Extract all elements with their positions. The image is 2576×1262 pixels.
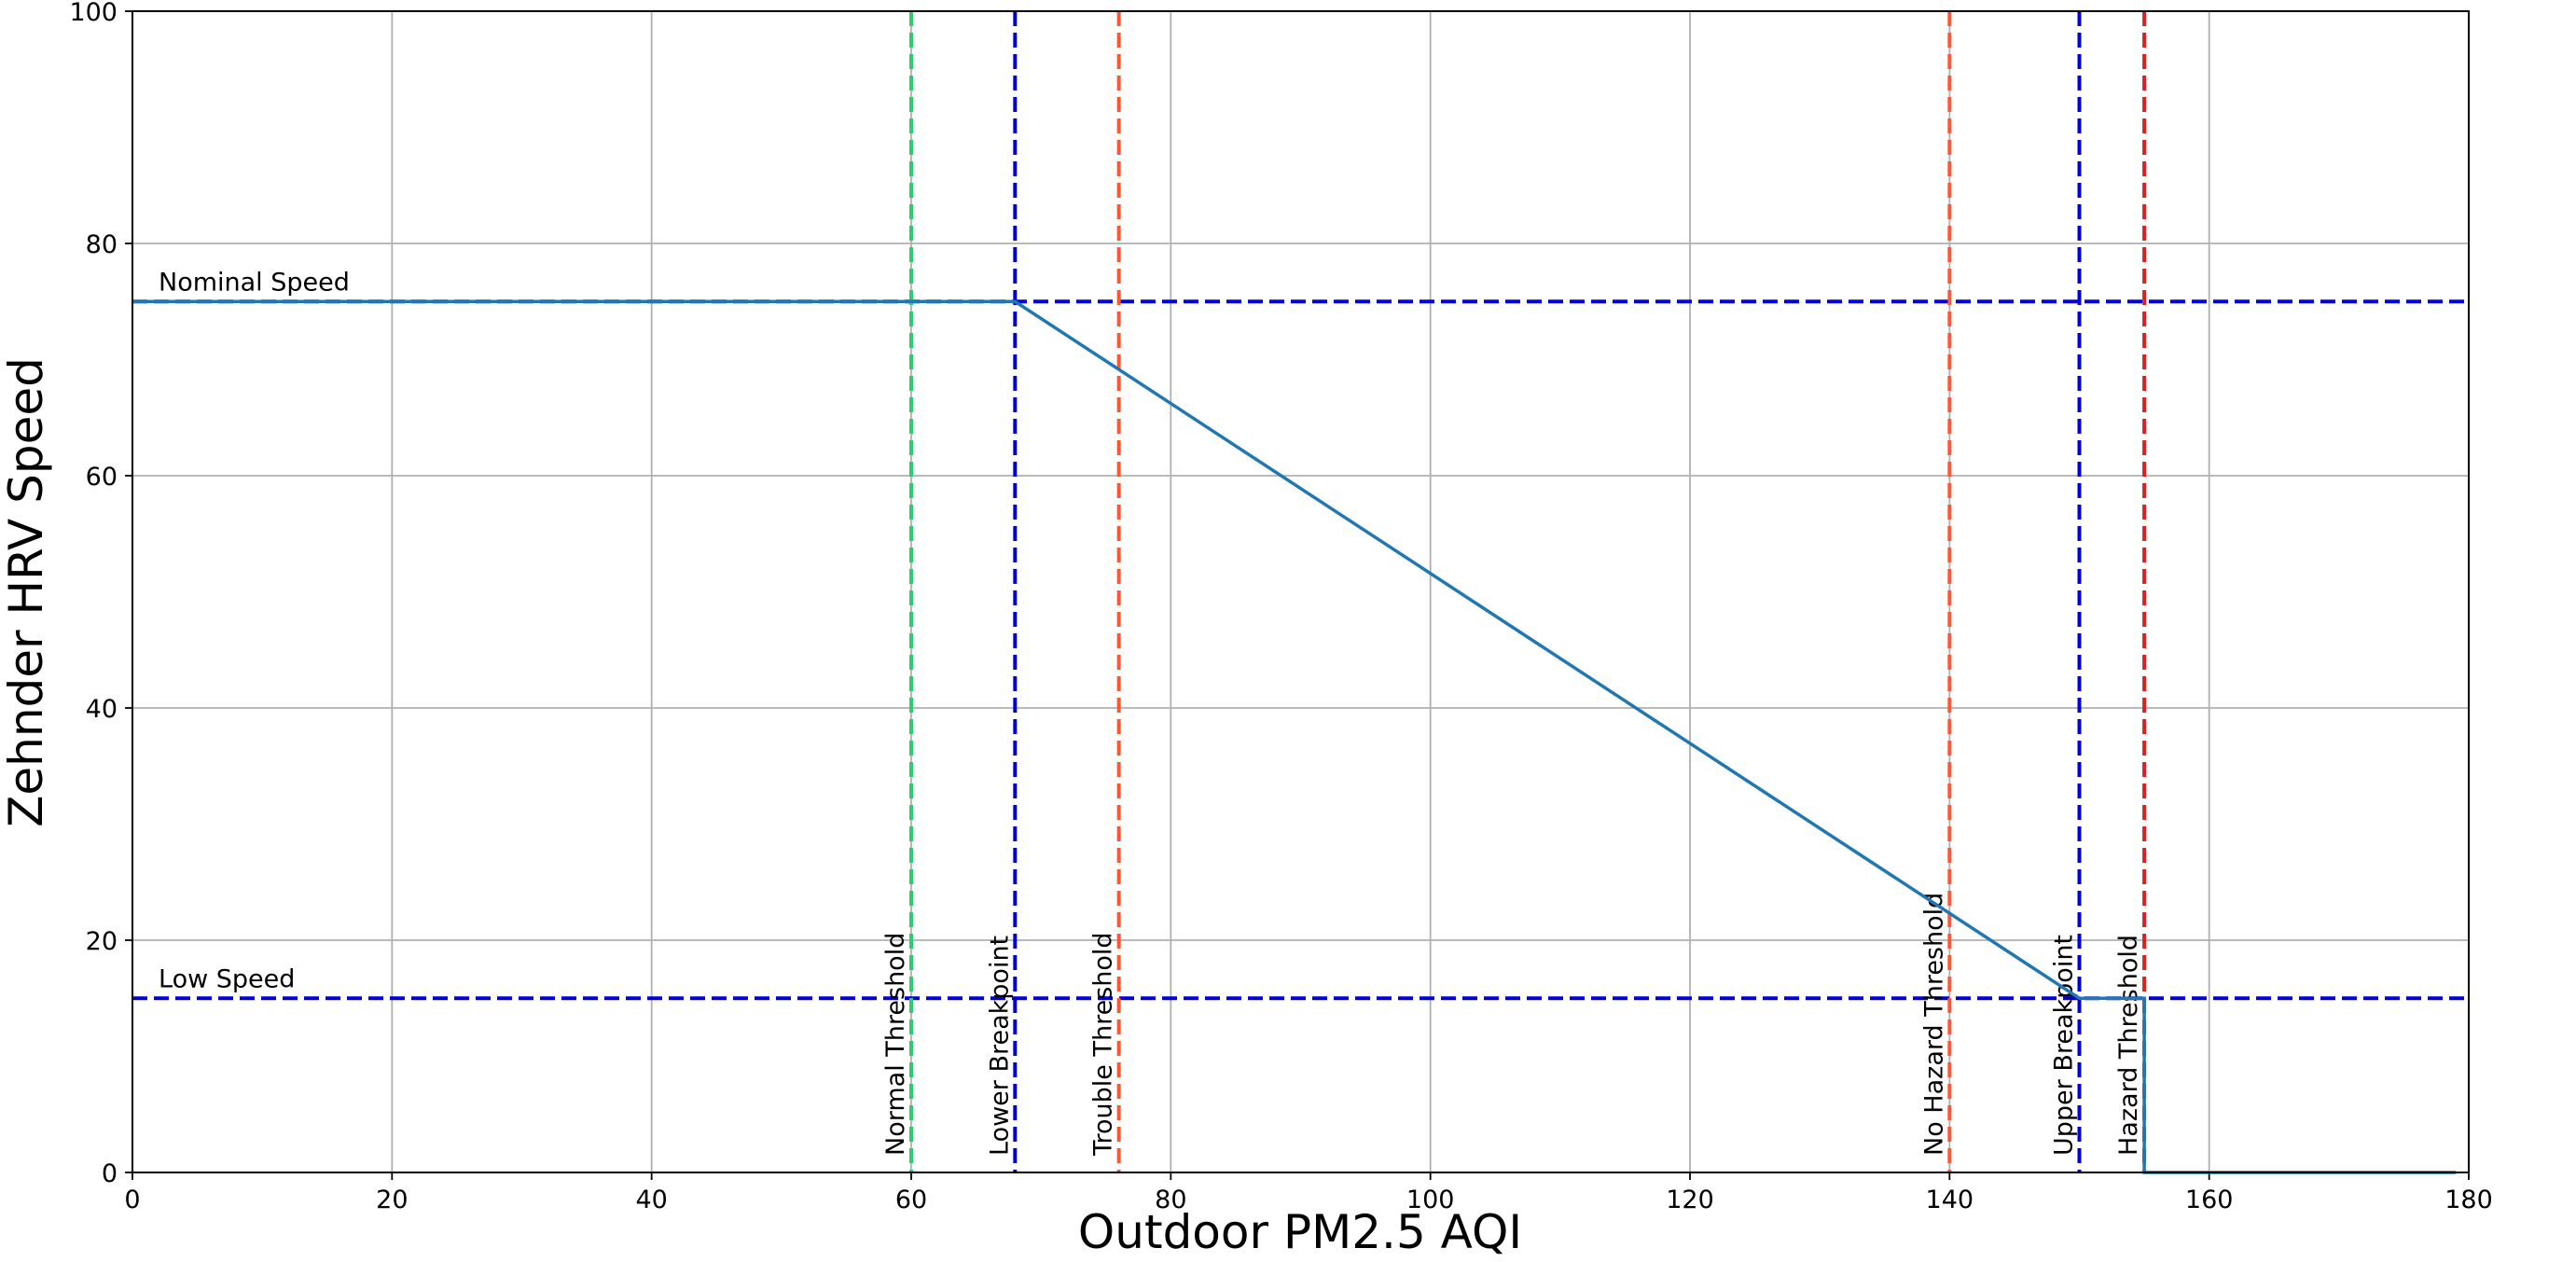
y-tick-label: 20 (86, 927, 118, 956)
x-tick-label: 40 (635, 1186, 667, 1214)
x-tick-label: 180 (2444, 1186, 2493, 1214)
x-tick-label: 120 (1666, 1186, 1714, 1214)
x-tick-label: 20 (376, 1186, 408, 1214)
y-axis-label: Zehnder HRV Speed (0, 357, 53, 827)
x-tick-label: 60 (895, 1186, 927, 1214)
x-tick-label: 80 (1155, 1186, 1186, 1214)
threshold-label: Normal Threshold (881, 933, 910, 1156)
y-tick-label: 60 (86, 463, 118, 492)
plot-frame (132, 10, 2470, 1173)
y-tick-label: 100 (69, 0, 118, 27)
x-tick-label: 140 (1926, 1186, 1974, 1214)
y-tick-label: 0 (102, 1159, 118, 1188)
reference-label: Low Speed (159, 964, 295, 993)
data-line (132, 299, 2457, 1174)
x-tick-label: 100 (1406, 1186, 1455, 1214)
y-tick-label: 40 (86, 695, 118, 724)
threshold-label: Hazard Threshold (2114, 935, 2143, 1156)
reference-label: Nominal Speed (159, 268, 350, 297)
x-axis-label: Outdoor PM2.5 AQI (1078, 1205, 1522, 1259)
threshold-label: Upper Breakpoint (2050, 935, 2079, 1156)
threshold-label: Trouble Threshold (1089, 932, 1118, 1157)
threshold-label: No Hazard Threshold (1919, 893, 1948, 1156)
x-tick-label: 160 (2185, 1186, 2234, 1214)
threshold-label: Lower Breakpoint (985, 936, 1014, 1156)
y-tick-label: 80 (86, 230, 118, 259)
x-tick-label: 0 (124, 1186, 140, 1214)
